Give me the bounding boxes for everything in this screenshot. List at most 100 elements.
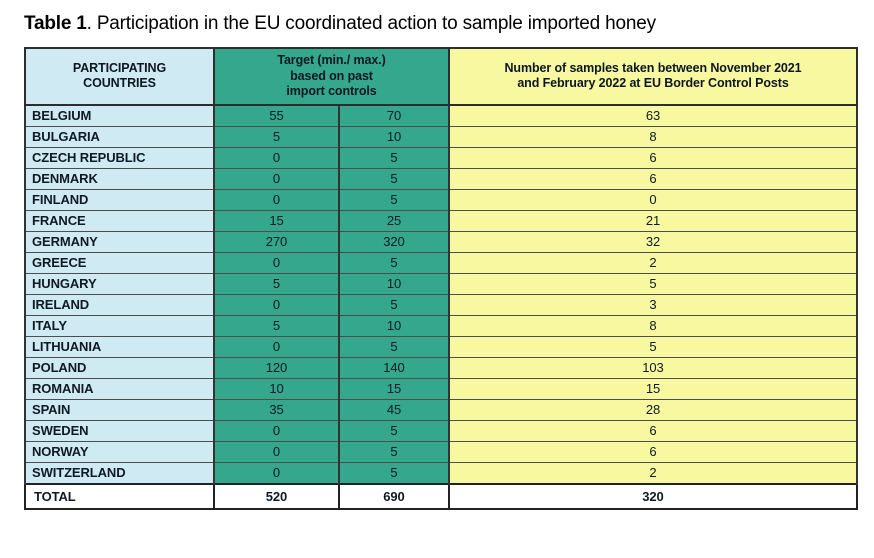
samples-cell: 0 bbox=[448, 188, 858, 211]
country-cell: DENMARK bbox=[24, 167, 215, 190]
country-cell: HUNGARY bbox=[24, 272, 215, 295]
total-target-min: 520 bbox=[213, 482, 340, 510]
samples-cell: 3 bbox=[448, 293, 858, 316]
target-max-cell: 45 bbox=[338, 398, 450, 421]
target-min-cell: 5 bbox=[213, 272, 340, 295]
country-cell: ROMANIA bbox=[24, 377, 215, 400]
country-cell: LITHUANIA bbox=[24, 335, 215, 358]
target-max-cell: 5 bbox=[338, 251, 450, 274]
target-max-cell: 5 bbox=[338, 146, 450, 169]
table-row: FRANCE 15 25 21 bbox=[24, 209, 858, 232]
target-max-cell: 5 bbox=[338, 461, 450, 484]
samples-cell: 6 bbox=[448, 440, 858, 463]
target-min-cell: 35 bbox=[213, 398, 340, 421]
table-row: GERMANY 270 320 32 bbox=[24, 230, 858, 253]
target-max-cell: 140 bbox=[338, 356, 450, 379]
table-row: HUNGARY 5 10 5 bbox=[24, 272, 858, 295]
country-cell: GERMANY bbox=[24, 230, 215, 253]
target-min-cell: 0 bbox=[213, 461, 340, 484]
table-row: FINLAND 0 5 0 bbox=[24, 188, 858, 211]
samples-cell: 15 bbox=[448, 377, 858, 400]
samples-cell: 8 bbox=[448, 314, 858, 337]
target-max-cell: 5 bbox=[338, 293, 450, 316]
country-cell: FRANCE bbox=[24, 209, 215, 232]
header-row: PARTICIPATING COUNTRIES Target (min./ ma… bbox=[24, 47, 858, 106]
target-max-cell: 5 bbox=[338, 335, 450, 358]
target-min-cell: 0 bbox=[213, 293, 340, 316]
country-cell: SWEDEN bbox=[24, 419, 215, 442]
page-title: Table 1. Participation in the EU coordin… bbox=[24, 13, 858, 35]
table-row: BULGARIA 5 10 8 bbox=[24, 125, 858, 148]
table-caption-text: . Participation in the EU coordinated ac… bbox=[86, 13, 656, 34]
country-cell: SWITZERLAND bbox=[24, 461, 215, 484]
table-row: POLAND 120 140 103 bbox=[24, 356, 858, 379]
table-row: LITHUANIA 0 5 5 bbox=[24, 335, 858, 358]
target-min-cell: 55 bbox=[213, 104, 340, 127]
table-row: ROMANIA 10 15 15 bbox=[24, 377, 858, 400]
target-max-cell: 10 bbox=[338, 314, 450, 337]
target-min-cell: 0 bbox=[213, 419, 340, 442]
target-min-cell: 10 bbox=[213, 377, 340, 400]
target-max-cell: 70 bbox=[338, 104, 450, 127]
samples-cell: 5 bbox=[448, 335, 858, 358]
samples-cell: 6 bbox=[448, 146, 858, 169]
samples-cell: 6 bbox=[448, 167, 858, 190]
target-max-cell: 15 bbox=[338, 377, 450, 400]
total-samples: 320 bbox=[448, 482, 858, 510]
samples-cell: 28 bbox=[448, 398, 858, 421]
table-row: DENMARK 0 5 6 bbox=[24, 167, 858, 190]
country-cell: GREECE bbox=[24, 251, 215, 274]
target-max-cell: 5 bbox=[338, 188, 450, 211]
country-cell: FINLAND bbox=[24, 188, 215, 211]
target-min-cell: 5 bbox=[213, 314, 340, 337]
samples-cell: 8 bbox=[448, 125, 858, 148]
honey-samples-table: PARTICIPATING COUNTRIES Target (min./ ma… bbox=[24, 47, 858, 510]
target-max-cell: 5 bbox=[338, 440, 450, 463]
target-min-cell: 0 bbox=[213, 167, 340, 190]
table-row: CZECH REPUBLIC 0 5 6 bbox=[24, 146, 858, 169]
target-min-cell: 0 bbox=[213, 146, 340, 169]
samples-cell: 63 bbox=[448, 104, 858, 127]
header-samples: Number of samples taken between November… bbox=[448, 47, 858, 106]
samples-cell: 2 bbox=[448, 251, 858, 274]
samples-cell: 2 bbox=[448, 461, 858, 484]
target-max-cell: 5 bbox=[338, 167, 450, 190]
table-row: ITALY 5 10 8 bbox=[24, 314, 858, 337]
samples-cell: 103 bbox=[448, 356, 858, 379]
samples-cell: 6 bbox=[448, 419, 858, 442]
country-cell: SPAIN bbox=[24, 398, 215, 421]
table-caption-label: Table 1 bbox=[24, 13, 87, 34]
samples-cell: 5 bbox=[448, 272, 858, 295]
country-cell: ITALY bbox=[24, 314, 215, 337]
target-min-cell: 5 bbox=[213, 125, 340, 148]
table-row: NORWAY 0 5 6 bbox=[24, 440, 858, 463]
samples-cell: 21 bbox=[448, 209, 858, 232]
table-row: IRELAND 0 5 3 bbox=[24, 293, 858, 316]
country-cell: IRELAND bbox=[24, 293, 215, 316]
target-min-cell: 0 bbox=[213, 251, 340, 274]
target-max-cell: 320 bbox=[338, 230, 450, 253]
country-cell: NORWAY bbox=[24, 440, 215, 463]
target-min-cell: 0 bbox=[213, 335, 340, 358]
target-min-cell: 15 bbox=[213, 209, 340, 232]
country-cell: BULGARIA bbox=[24, 125, 215, 148]
total-target-max: 690 bbox=[338, 482, 450, 510]
country-cell: POLAND bbox=[24, 356, 215, 379]
country-cell: BELGIUM bbox=[24, 104, 215, 127]
target-min-cell: 270 bbox=[213, 230, 340, 253]
target-max-cell: 10 bbox=[338, 125, 450, 148]
target-min-cell: 120 bbox=[213, 356, 340, 379]
country-cell: CZECH REPUBLIC bbox=[24, 146, 215, 169]
target-max-cell: 5 bbox=[338, 419, 450, 442]
samples-cell: 32 bbox=[448, 230, 858, 253]
table-row: BELGIUM 55 70 63 bbox=[24, 104, 858, 127]
target-max-cell: 25 bbox=[338, 209, 450, 232]
table-row: SPAIN 35 45 28 bbox=[24, 398, 858, 421]
table-row: GREECE 0 5 2 bbox=[24, 251, 858, 274]
header-target: Target (min./ max.) based on past import… bbox=[213, 47, 450, 106]
table-row: SWITZERLAND 0 5 2 bbox=[24, 461, 858, 484]
target-min-cell: 0 bbox=[213, 188, 340, 211]
target-max-cell: 10 bbox=[338, 272, 450, 295]
table-row: SWEDEN 0 5 6 bbox=[24, 419, 858, 442]
